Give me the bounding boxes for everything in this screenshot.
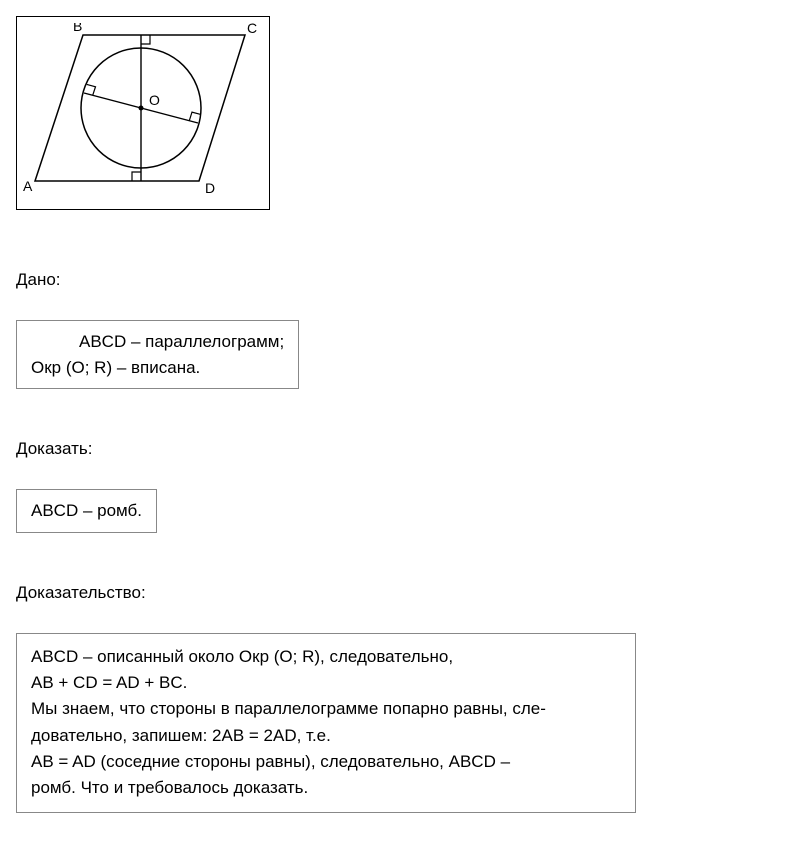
figure-container: A B C D O: [16, 16, 270, 210]
proof-box: ABCD – описанный около Окр (O; R), следо…: [16, 633, 636, 813]
proof-line-2: AB + CD = AD + BC.: [31, 670, 621, 696]
geometry-figure: A B C D O: [23, 23, 263, 198]
prove-label: Доказать:: [16, 439, 774, 459]
proof-line-5: AB = AD (соседние стороны равны), следов…: [31, 749, 621, 775]
proof-line-4: довательно, запишем: 2AB = 2AD, т.е.: [31, 723, 621, 749]
proof-line-1: ABCD – описанный около Окр (O; R), следо…: [31, 644, 621, 670]
prove-box: ABCD – ромб.: [16, 489, 157, 533]
given-label: Дано:: [16, 270, 774, 290]
given-line-2: Окр (O; R) – вписана.: [31, 355, 284, 381]
proof-label: Доказательство:: [16, 583, 774, 603]
proof-line-6: ромб. Что и требовалось доказать.: [31, 775, 621, 801]
prove-line-1: ABCD – ромб.: [31, 498, 142, 524]
svg-text:A: A: [23, 178, 33, 194]
given-line-1: ABCD – параллелограмм;: [31, 329, 284, 355]
svg-text:B: B: [73, 23, 82, 34]
proof-line-3: Мы знаем, что стороны в параллелограмме …: [31, 696, 621, 722]
svg-text:C: C: [247, 23, 257, 36]
svg-text:O: O: [149, 92, 160, 108]
given-box: ABCD – параллелограмм; Окр (O; R) – впис…: [16, 320, 299, 389]
svg-text:D: D: [205, 180, 215, 196]
